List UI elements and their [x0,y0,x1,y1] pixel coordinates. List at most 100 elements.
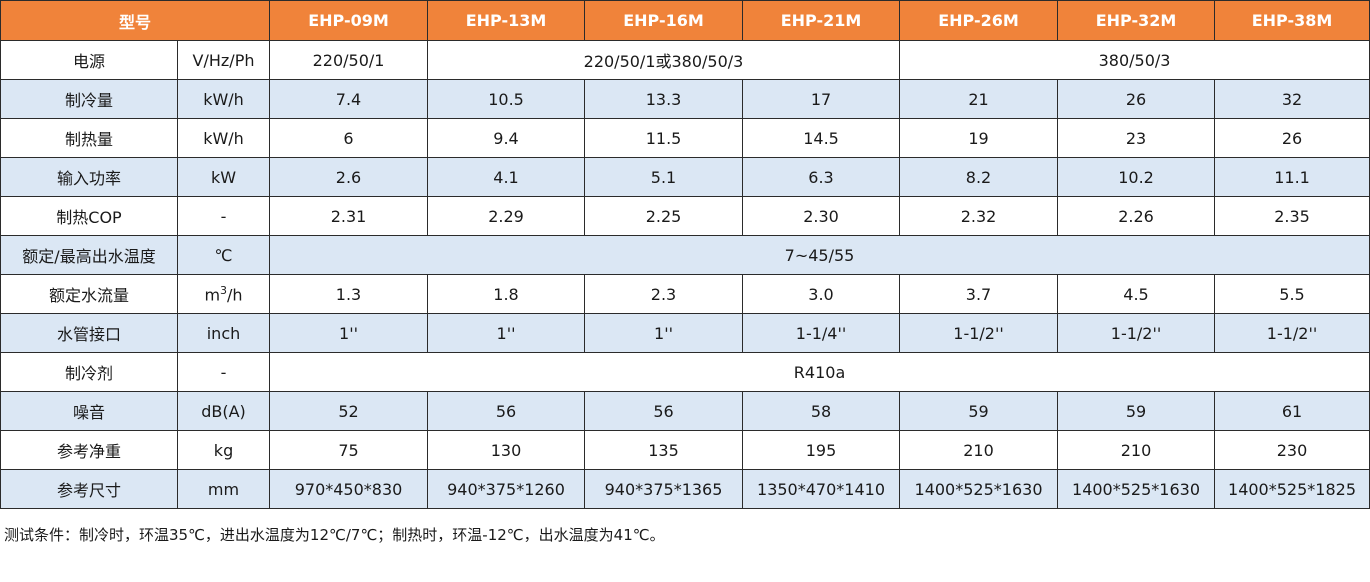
row-size: 参考尺寸 mm 970*450*830 940*375*1260 940*375… [0,469,1370,509]
table-cell: 210 [1057,430,1216,470]
row-input-power: 输入功率 kW 2.6 4.1 5.1 6.3 8.2 10.2 11.1 [0,157,1370,197]
table-cell: 61 [1214,391,1370,431]
table-cell: 1'' [584,313,744,353]
table-cell: 32 [1214,79,1370,119]
table-cell: 130 [427,430,586,470]
model-header: EHP-09M [269,0,429,41]
row-unit: ℃ [176,235,271,275]
table-cell: 2.35 [1214,196,1370,236]
table-cell: 13.3 [584,79,744,119]
table-cell: 5.1 [584,157,744,197]
row-unit: dB(A) [176,391,271,431]
unit-base: m [204,285,221,305]
model-label: 型号 [0,0,271,41]
row-unit: V/Hz/Ph [176,40,271,80]
row-unit: m3/h [176,274,271,314]
row-unit: kW [176,157,271,197]
table-cell: 1400*525*1825 [1214,469,1370,509]
row-label: 噪音 [0,391,178,431]
table-cell: 9.4 [427,118,586,158]
row-unit: kW/h [176,118,271,158]
unit-superscript: 3 [220,283,228,297]
table-cell: 56 [584,391,744,431]
table-cell: 2.29 [427,196,586,236]
row-label: 制热量 [0,118,178,158]
table-cell: 1-1/2'' [1057,313,1216,353]
table-cell: 59 [1057,391,1216,431]
model-header: EHP-32M [1057,0,1216,41]
table-cell: 2.6 [269,157,429,197]
row-label: 额定水流量 [0,274,178,314]
unit-tail: /h [227,285,243,305]
table-cell: 1-1/2'' [1214,313,1370,353]
row-unit: mm [176,469,271,509]
row-unit: - [176,352,271,392]
row-refrigerant: 制冷剂 - R410a [0,352,1370,392]
row-label: 参考尺寸 [0,469,178,509]
row-unit: kW/h [176,79,271,119]
test-conditions-note: 测试条件：制冷时，环温35℃，进出水温度为12℃/7℃；制热时，环温-12℃，出… [4,526,665,544]
model-header: EHP-38M [1214,0,1370,41]
row-unit: - [176,196,271,236]
table-cell: 26 [1214,118,1370,158]
table-cell: 17 [742,79,901,119]
row-label: 制冷量 [0,79,178,119]
table-cell: 8.2 [899,157,1059,197]
table-cell: 1'' [427,313,586,353]
table-cell: 1400*525*1630 [899,469,1059,509]
table-cell: 7.4 [269,79,429,119]
table-cell: 940*375*1260 [427,469,586,509]
table-cell: 10.5 [427,79,586,119]
table-cell: 1'' [269,313,429,353]
table-cell: 4.1 [427,157,586,197]
row-weight: 参考净重 kg 75 130 135 195 210 210 230 [0,430,1370,470]
table-cell: 56 [427,391,586,431]
model-header: EHP-13M [427,0,586,41]
table-cell: 7~45/55 [269,235,1370,275]
row-noise: 噪音 dB(A) 52 56 56 58 59 59 61 [0,391,1370,431]
table-cell: 970*450*830 [269,469,429,509]
table-cell: 1400*525*1630 [1057,469,1216,509]
table-cell: 2.32 [899,196,1059,236]
table-cell: 135 [584,430,744,470]
row-label: 制热COP [0,196,178,236]
table-cell: 1.8 [427,274,586,314]
row-heating: 制热量 kW/h 6 9.4 11.5 14.5 19 23 26 [0,118,1370,158]
table-cell: 940*375*1365 [584,469,744,509]
table-cell: 75 [269,430,429,470]
table-cell: 59 [899,391,1059,431]
table-cell: 6 [269,118,429,158]
model-header: EHP-16M [584,0,744,41]
row-water-flow: 额定水流量 m3/h 1.3 1.8 2.3 3.0 3.7 4.5 5.5 [0,274,1370,314]
row-label: 参考净重 [0,430,178,470]
table-cell: 58 [742,391,901,431]
row-label: 水管接口 [0,313,178,353]
table-cell: 5.5 [1214,274,1370,314]
table-cell: 23 [1057,118,1216,158]
table-cell: 21 [899,79,1059,119]
table-cell: 11.1 [1214,157,1370,197]
row-cop: 制热COP - 2.31 2.29 2.25 2.30 2.32 2.26 2.… [0,196,1370,236]
table-cell: 14.5 [742,118,901,158]
table-cell: 210 [899,430,1059,470]
table-cell: 220/50/1 [269,40,429,80]
row-power-supply: 电源 V/Hz/Ph 220/50/1 220/50/1或380/50/3 38… [0,40,1370,80]
header-row: 型号 EHP-09M EHP-13M EHP-16M EHP-21M EHP-2… [0,0,1370,41]
table-cell: 380/50/3 [899,40,1370,80]
row-label: 额定/最高出水温度 [0,235,178,275]
table-cell: 1.3 [269,274,429,314]
row-label: 电源 [0,40,178,80]
row-label: 输入功率 [0,157,178,197]
table-cell: 3.0 [742,274,901,314]
table-cell: 52 [269,391,429,431]
table-cell: 4.5 [1057,274,1216,314]
table-cell: 6.3 [742,157,901,197]
table-cell: 10.2 [1057,157,1216,197]
row-unit: kg [176,430,271,470]
row-cooling: 制冷量 kW/h 7.4 10.5 13.3 17 21 26 32 [0,79,1370,119]
table-cell: 1-1/2'' [899,313,1059,353]
table-cell: R410a [269,352,1370,392]
table-cell: 2.25 [584,196,744,236]
row-water-temp: 额定/最高出水温度 ℃ 7~45/55 [0,235,1370,275]
table-cell: 26 [1057,79,1216,119]
